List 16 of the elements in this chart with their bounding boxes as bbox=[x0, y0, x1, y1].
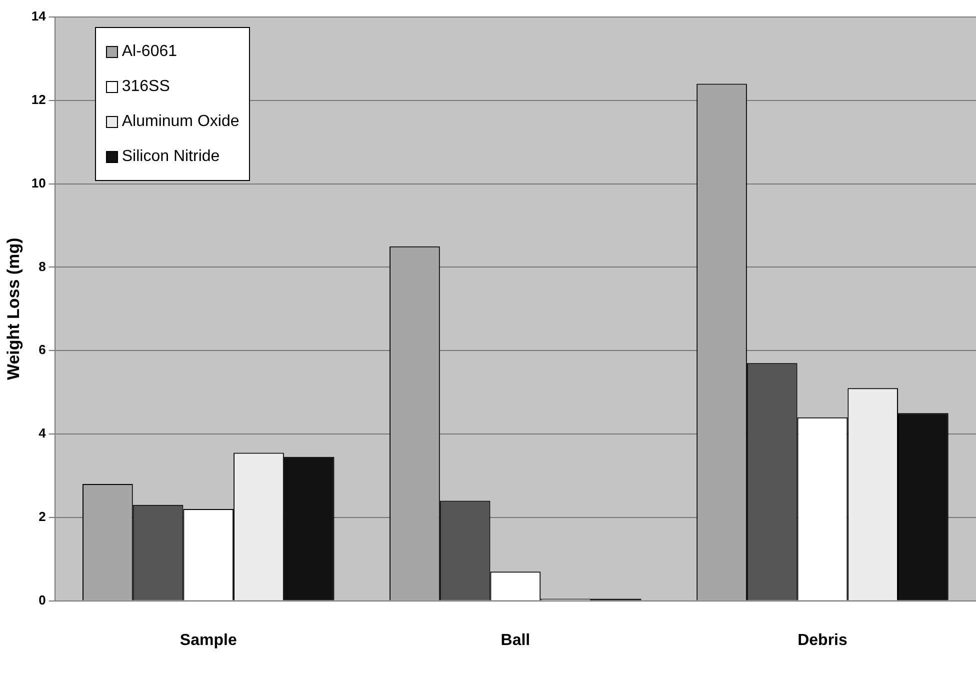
legend-label: Silicon Nitride bbox=[122, 148, 220, 166]
legend-label: Al-6061 bbox=[122, 42, 178, 60]
legend-label: Aluminum Oxide bbox=[122, 112, 240, 130]
x-tick-label: Debris bbox=[798, 632, 848, 649]
legend-label: 316SS bbox=[122, 78, 170, 96]
y-axis-title: Weight Loss (mg) bbox=[4, 238, 23, 380]
y-tick-label: 8 bbox=[38, 258, 46, 274]
x-tick-label: Ball bbox=[500, 632, 530, 649]
y-tick-label: 14 bbox=[31, 8, 47, 24]
x-tick-label: Sample bbox=[180, 632, 237, 649]
y-tick-label: 2 bbox=[38, 508, 46, 524]
y-tick-label: 6 bbox=[38, 342, 46, 358]
y-tick-label: 4 bbox=[38, 426, 47, 441]
y-tick-label: 0 bbox=[38, 592, 46, 608]
y-tick-label: 12 bbox=[31, 92, 46, 107]
y-tick-label: 10 bbox=[31, 175, 46, 190]
